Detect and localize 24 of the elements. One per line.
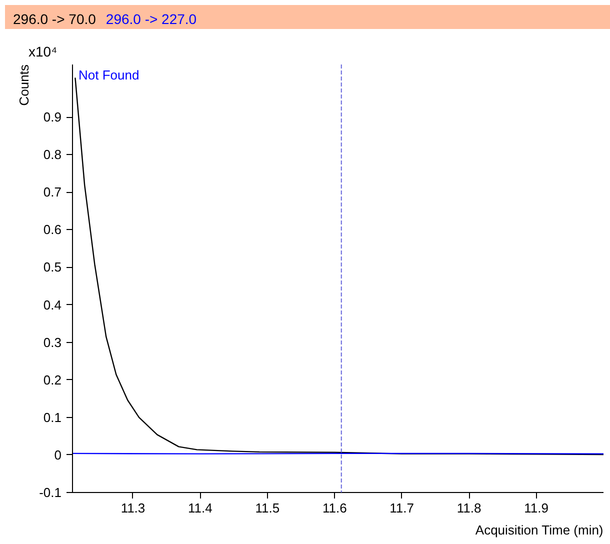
annotation: Not Found (78, 68, 140, 82)
x-tick-label: 11.8 (456, 500, 482, 516)
y-tick-label: 0.5 (43, 260, 62, 275)
x-tick-label: 11.5 (255, 500, 280, 516)
y-tick-label: 0.1 (43, 410, 62, 425)
x-tick-label: 11.4 (188, 500, 212, 516)
y-tick-label: 0.3 (43, 334, 62, 350)
text: x10⁴ (28, 44, 58, 60)
y-tick-label: 0.8 (43, 147, 62, 162)
y-axis-title: Counts (16, 64, 32, 106)
y-tick-label: 0.9 (43, 110, 62, 125)
y-tick-label: 0.7 (43, 184, 62, 200)
text: 296.0 -> 227.0 (106, 11, 197, 27)
y-tick-label: 0.2 (43, 372, 62, 388)
x-axis-title: Acquisition Time (min) (475, 522, 604, 538)
y-tick-label: 0.4 (43, 297, 62, 312)
y-tick-label: 0 (54, 447, 62, 462)
x-tick-label: 11.3 (120, 500, 146, 516)
x-tick-label: 11.6 (322, 500, 347, 516)
x-tick-label: 11.7 (390, 500, 414, 516)
y-tick-label: -0.1 (39, 485, 62, 500)
y-tick-label: 0.6 (43, 222, 62, 238)
text: 296.0 -> 70.0 (13, 11, 96, 27)
x-tick-label: 11.9 (524, 500, 548, 516)
